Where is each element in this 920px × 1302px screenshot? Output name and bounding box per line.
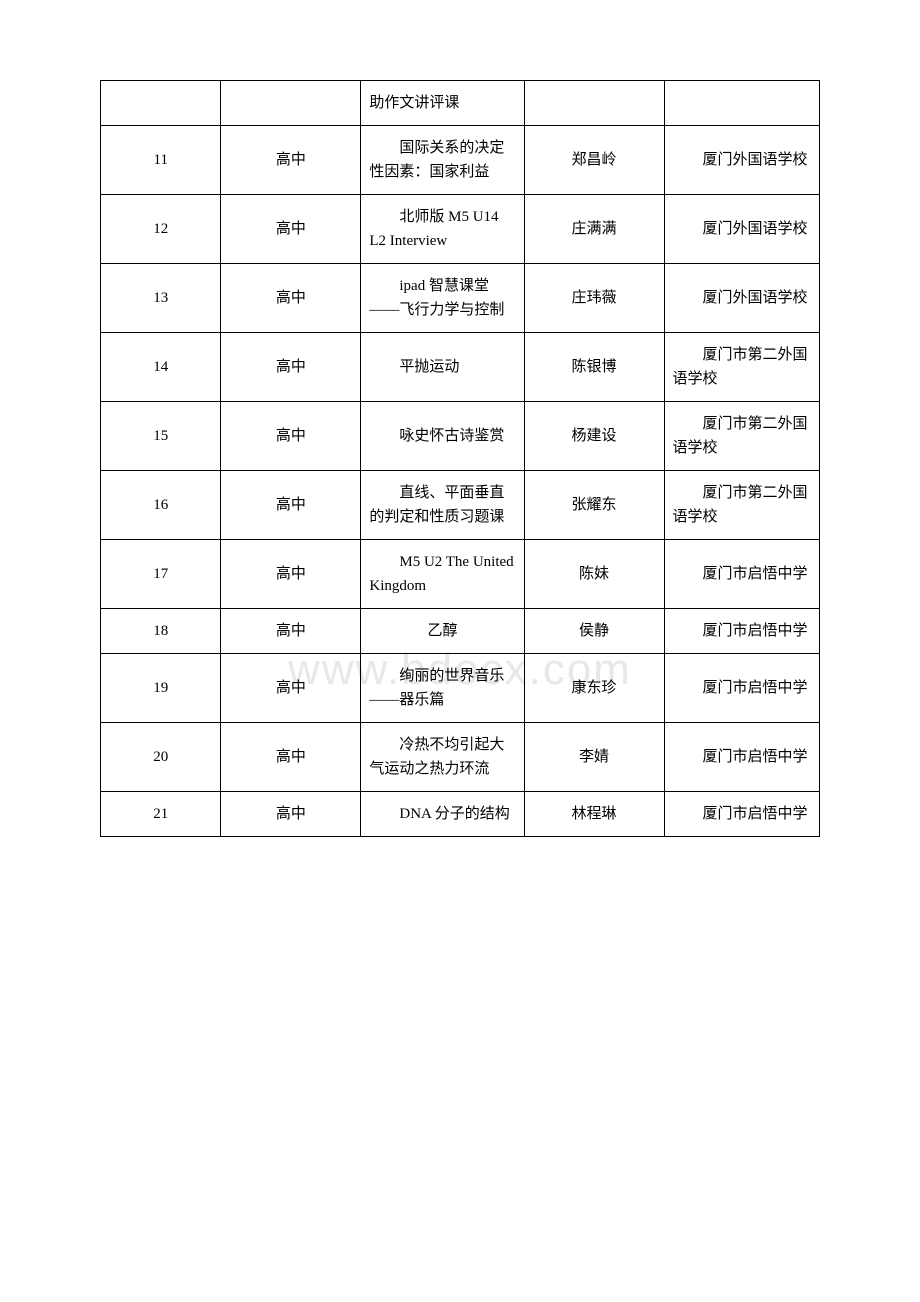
cell-teacher: 李婧 — [524, 723, 664, 792]
cell-school: 厦门市启悟中学 — [664, 540, 819, 609]
table-body: 助作文讲评课 11 高中 国际关系的决定性因素：国家利益 郑昌岭 厦门外国语学校… — [101, 81, 820, 837]
cell-school: 厦门市第二外国语学校 — [664, 471, 819, 540]
cell-title: 直线、平面垂直的判定和性质习题课 — [361, 471, 524, 540]
cell-teacher: 郑昌岭 — [524, 126, 664, 195]
cell-num: 14 — [101, 333, 221, 402]
cell-teacher: 杨建设 — [524, 402, 664, 471]
table-row: 17 高中 M5 U2 The United Kingdom 陈妹 厦门市启悟中… — [101, 540, 820, 609]
table-row: 16 高中 直线、平面垂直的判定和性质习题课 张耀东 厦门市第二外国语学校 — [101, 471, 820, 540]
cell-num: 11 — [101, 126, 221, 195]
cell-school: 厦门市启悟中学 — [664, 654, 819, 723]
cell-school: 厦门外国语学校 — [664, 264, 819, 333]
cell-level — [221, 81, 361, 126]
cell-num: 13 — [101, 264, 221, 333]
cell-title: 咏史怀古诗鉴赏 — [361, 402, 524, 471]
cell-teacher: 林程琳 — [524, 792, 664, 837]
cell-title: M5 U2 The United Kingdom — [361, 540, 524, 609]
cell-school: 厦门市启悟中学 — [664, 792, 819, 837]
cell-title: 绚丽的世界音乐——器乐篇 — [361, 654, 524, 723]
cell-teacher — [524, 81, 664, 126]
table-row: 11 高中 国际关系的决定性因素：国家利益 郑昌岭 厦门外国语学校 — [101, 126, 820, 195]
cell-school: 厦门外国语学校 — [664, 195, 819, 264]
table-row: 20 高中 冷热不均引起大气运动之热力环流 李婧 厦门市启悟中学 — [101, 723, 820, 792]
cell-title: 助作文讲评课 — [361, 81, 524, 126]
cell-school: 厦门市第二外国语学校 — [664, 402, 819, 471]
cell-num: 21 — [101, 792, 221, 837]
table-row: 15 高中 咏史怀古诗鉴赏 杨建设 厦门市第二外国语学校 — [101, 402, 820, 471]
cell-teacher: 侯静 — [524, 609, 664, 654]
cell-title: 北师版 M5 U14 L2 Interview — [361, 195, 524, 264]
cell-num: 15 — [101, 402, 221, 471]
cell-teacher: 康东珍 — [524, 654, 664, 723]
table-row: 12 高中 北师版 M5 U14 L2 Interview 庄满满 厦门外国语学… — [101, 195, 820, 264]
cell-teacher: 庄满满 — [524, 195, 664, 264]
table-row: 19 高中 绚丽的世界音乐——器乐篇 康东珍 厦门市启悟中学 — [101, 654, 820, 723]
cell-school: 厦门外国语学校 — [664, 126, 819, 195]
cell-school — [664, 81, 819, 126]
cell-num: 16 — [101, 471, 221, 540]
cell-title: ipad 智慧课堂——飞行力学与控制 — [361, 264, 524, 333]
cell-level: 高中 — [221, 126, 361, 195]
cell-title: 国际关系的决定性因素：国家利益 — [361, 126, 524, 195]
cell-level: 高中 — [221, 723, 361, 792]
cell-level: 高中 — [221, 540, 361, 609]
cell-title: 乙醇 — [361, 609, 524, 654]
cell-title: DNA 分子的结构 — [361, 792, 524, 837]
cell-level: 高中 — [221, 609, 361, 654]
cell-num: 18 — [101, 609, 221, 654]
cell-num: 17 — [101, 540, 221, 609]
cell-school: 厦门市启悟中学 — [664, 723, 819, 792]
cell-title: 冷热不均引起大气运动之热力环流 — [361, 723, 524, 792]
table-row: 21 高中 DNA 分子的结构 林程琳 厦门市启悟中学 — [101, 792, 820, 837]
cell-level: 高中 — [221, 792, 361, 837]
table-row: 13 高中 ipad 智慧课堂——飞行力学与控制 庄玮薇 厦门外国语学校 — [101, 264, 820, 333]
cell-level: 高中 — [221, 264, 361, 333]
cell-num — [101, 81, 221, 126]
table-row: 14 高中 平抛运动 陈银博 厦门市第二外国语学校 — [101, 333, 820, 402]
cell-level: 高中 — [221, 333, 361, 402]
cell-num: 12 — [101, 195, 221, 264]
cell-teacher: 陈妹 — [524, 540, 664, 609]
table-row: 助作文讲评课 — [101, 81, 820, 126]
cell-level: 高中 — [221, 471, 361, 540]
cell-school: 厦门市启悟中学 — [664, 609, 819, 654]
cell-title: 平抛运动 — [361, 333, 524, 402]
table-row: 18 高中 乙醇 侯静 厦门市启悟中学 — [101, 609, 820, 654]
cell-teacher: 张耀东 — [524, 471, 664, 540]
data-table: 助作文讲评课 11 高中 国际关系的决定性因素：国家利益 郑昌岭 厦门外国语学校… — [100, 80, 820, 837]
cell-num: 20 — [101, 723, 221, 792]
cell-num: 19 — [101, 654, 221, 723]
cell-level: 高中 — [221, 195, 361, 264]
cell-teacher: 陈银博 — [524, 333, 664, 402]
cell-school: 厦门市第二外国语学校 — [664, 333, 819, 402]
cell-teacher: 庄玮薇 — [524, 264, 664, 333]
cell-level: 高中 — [221, 402, 361, 471]
cell-level: 高中 — [221, 654, 361, 723]
